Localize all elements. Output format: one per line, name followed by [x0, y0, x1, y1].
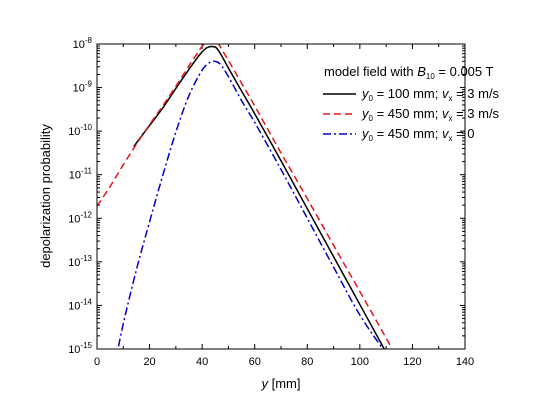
x-tick-label: 80: [301, 356, 313, 368]
x-tick-label: 120: [403, 356, 421, 368]
x-tick-label: 20: [143, 356, 155, 368]
plot-frame: [96, 43, 466, 350]
legend: model field with B10 = 0.005 T y0 = 100 m…: [323, 64, 500, 143]
x-tick-label: 40: [196, 356, 208, 368]
axes: 0 20 40 60 80 100 120 140 10-8 10-9 10-10 10-11 10-1…: [68, 36, 474, 368]
legend-title: model field with B10 = 0.005 T: [324, 64, 494, 81]
x-axis-title: y [mm]: [261, 376, 301, 391]
series-line-2: [97, 44, 394, 349]
legend-entry-3: y0 = 450 mm; vx = 0: [361, 126, 475, 143]
y-tick-label: 10-15: [68, 341, 92, 356]
legend-entry-2: y0 = 450 mm; vx = 3 m/s: [361, 106, 500, 123]
y-tick-label: 10-8: [73, 36, 93, 51]
y-tick-label: 10-12: [68, 210, 92, 225]
y-tick-label: 10-11: [69, 167, 93, 182]
x-axis-variable: y: [261, 376, 270, 391]
legend-entry-1: y0 = 100 mm; vx = 3 m/s: [361, 86, 500, 103]
x-tick-label: 0: [94, 356, 100, 368]
y-axis-title: depolarization probability: [38, 124, 53, 268]
series-line-3: [117, 60, 384, 349]
series-line-1: [133, 45, 386, 349]
y-tick-label: 10-9: [73, 80, 93, 95]
x-axis-unit: [mm]: [268, 376, 301, 391]
y-tick-label: 10-14: [68, 297, 92, 312]
x-tick-label: 100: [351, 356, 369, 368]
x-tick-label: 60: [249, 356, 261, 368]
x-tick-label: 140: [456, 356, 474, 368]
y-tick-label: 10-13: [68, 254, 92, 269]
y-tick-label: 10-10: [68, 123, 92, 138]
series-layer: [97, 44, 394, 349]
